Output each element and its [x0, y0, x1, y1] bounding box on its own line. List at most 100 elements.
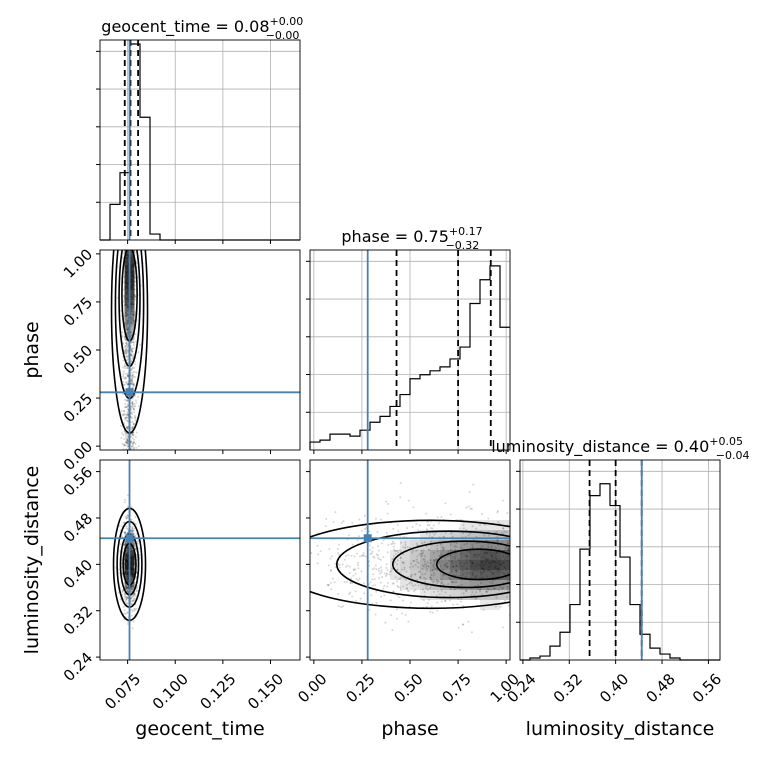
- sample-point: [122, 257, 125, 260]
- sample-point: [132, 406, 135, 409]
- sample-point: [337, 552, 340, 555]
- sample-point: [126, 328, 129, 331]
- sample-point: [133, 541, 136, 544]
- title-plus: +0.05: [709, 435, 743, 448]
- sample-point: [440, 589, 443, 592]
- sample-point: [131, 600, 134, 603]
- panel-luminosity_distance-vs-phase: [306, 459, 511, 664]
- sample-point: [354, 590, 357, 593]
- sample-point: [129, 441, 132, 444]
- sample-point: [132, 384, 135, 387]
- sample-point: [345, 580, 348, 583]
- sample-point: [372, 573, 375, 576]
- sample-point: [348, 592, 351, 595]
- sample-point: [337, 592, 340, 595]
- sample-point: [442, 574, 445, 577]
- sample-point: [133, 402, 136, 405]
- sample-point: [132, 375, 135, 378]
- sample-point: [417, 529, 420, 532]
- sample-point: [435, 594, 438, 597]
- sample-point: [125, 416, 128, 419]
- sample-point: [125, 326, 128, 329]
- sample-point: [134, 333, 137, 336]
- sample-point: [122, 605, 125, 608]
- sample-point: [124, 402, 127, 405]
- sample-point: [350, 554, 353, 557]
- sample-point: [347, 554, 350, 557]
- sample-point: [135, 586, 138, 589]
- sample-point: [134, 535, 137, 538]
- sample-point: [431, 569, 434, 572]
- density-cell: [500, 570, 510, 580]
- sample-point: [398, 549, 401, 552]
- density-cell: [440, 560, 450, 570]
- sample-point: [130, 602, 133, 605]
- sample-point: [420, 555, 423, 558]
- sample-point: [379, 518, 382, 521]
- sample-point: [423, 563, 426, 566]
- sample-point: [452, 581, 455, 584]
- sample-point: [412, 584, 415, 587]
- sample-point: [136, 540, 139, 543]
- sample-point: [438, 593, 441, 596]
- sample-point: [484, 523, 487, 526]
- sample-point: [125, 426, 128, 429]
- sample-point: [126, 442, 129, 445]
- sample-point: [123, 444, 126, 447]
- sample-point: [126, 345, 129, 348]
- sample-point: [131, 442, 134, 445]
- density-cell: [410, 540, 420, 550]
- density-area: [310, 482, 510, 651]
- density-cell: [480, 550, 490, 560]
- histogram-phase: [309, 265, 510, 450]
- sample-point: [425, 565, 428, 568]
- sample-point: [357, 567, 360, 570]
- sample-point: [124, 532, 127, 535]
- sample-point: [414, 564, 417, 567]
- density-cell: [480, 570, 490, 580]
- sample-point: [124, 431, 127, 434]
- sample-point: [122, 359, 125, 362]
- sample-point: [494, 546, 497, 549]
- x-tick-label: 0.125: [197, 670, 240, 713]
- sample-point: [417, 561, 420, 564]
- title-main: luminosity_distance = 0.40: [491, 437, 709, 457]
- sample-point: [125, 343, 128, 346]
- sample-point: [126, 595, 129, 598]
- sample-point: [126, 505, 129, 508]
- sample-point: [123, 592, 126, 595]
- sample-point: [330, 588, 333, 591]
- title-phase: phase = 0.75+0.17: [341, 225, 482, 246]
- sample-point: [388, 573, 391, 576]
- sample-point: [386, 512, 389, 515]
- sample-point: [126, 328, 129, 331]
- sample-point: [133, 609, 136, 612]
- density-cell: [390, 560, 400, 570]
- sample-point: [133, 383, 136, 386]
- sample-point: [126, 437, 129, 440]
- sample-point: [131, 525, 134, 528]
- sample-point: [444, 562, 447, 565]
- sample-point: [469, 507, 472, 510]
- sample-point: [124, 600, 127, 603]
- sample-point: [121, 442, 124, 445]
- sample-point: [134, 298, 137, 301]
- sample-point: [435, 578, 438, 581]
- sample-point: [352, 574, 355, 577]
- sample-point: [440, 581, 443, 584]
- sample-point: [131, 318, 134, 321]
- sample-point: [121, 335, 124, 338]
- sample-point: [131, 378, 134, 381]
- density-cell: [470, 580, 480, 590]
- sample-point: [130, 333, 133, 336]
- sample-point: [396, 617, 399, 620]
- sample-point: [125, 359, 128, 362]
- sample-point: [133, 376, 136, 379]
- sample-point: [134, 405, 137, 408]
- sample-point: [125, 382, 128, 385]
- sample-point: [131, 380, 134, 383]
- sample-point: [392, 555, 395, 558]
- sample-point: [130, 608, 133, 611]
- sample-point: [389, 570, 392, 573]
- sample-point: [130, 377, 133, 380]
